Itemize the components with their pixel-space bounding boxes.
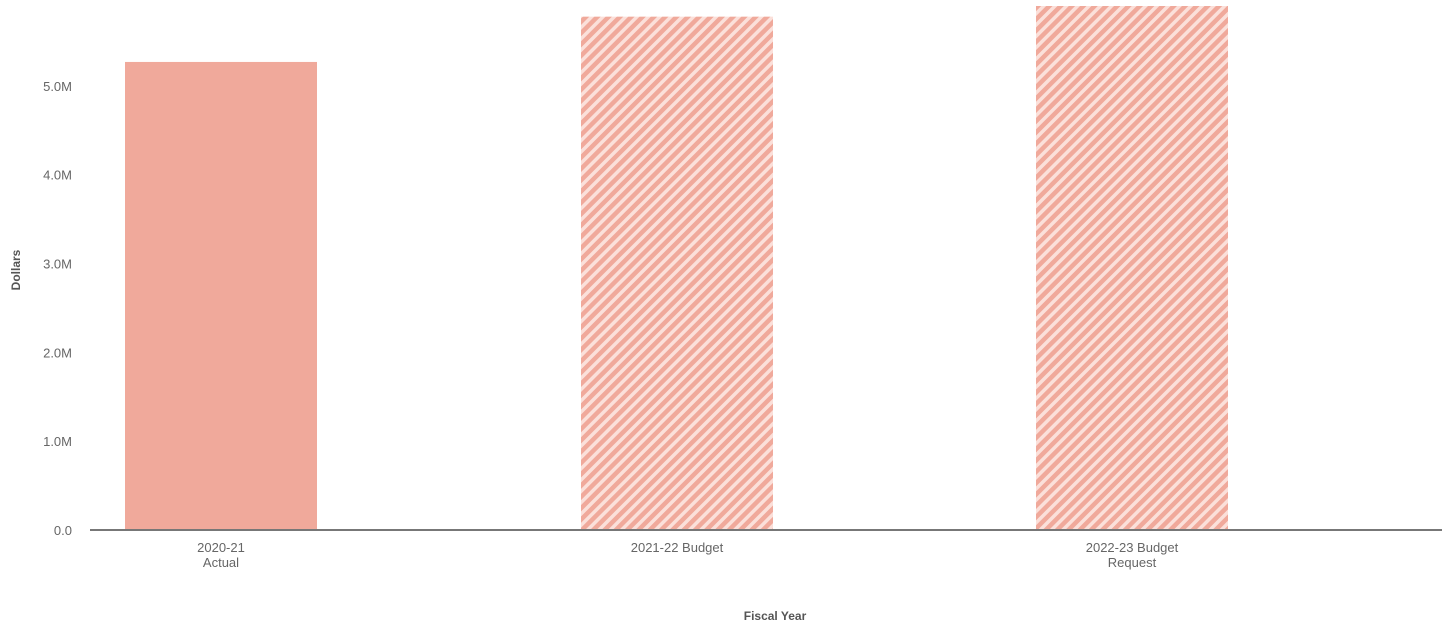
- y-tick-label: 5.0M: [43, 79, 72, 94]
- y-tick-label: 4.0M: [43, 168, 72, 183]
- bar-1: [581, 16, 773, 530]
- x-tick-label: 2022-23 Budget Request: [1086, 540, 1179, 570]
- x-tick-label: 2021-22 Budget: [631, 540, 724, 555]
- x-tick-label-line: Request: [1108, 555, 1157, 570]
- x-axis-ticks: 2020-21 Actual 2021-22 Budget 2022-23 Budge…: [197, 540, 1179, 570]
- x-tick-label-line: 2020-21: [197, 540, 245, 555]
- x-tick-label-line: 2021-22 Budget: [631, 540, 724, 555]
- y-tick-label: 1.0M: [43, 434, 72, 449]
- bar-0: [125, 61, 317, 530]
- y-axis-title: Dollars: [9, 249, 23, 290]
- y-axis-ticks: 0.0 1.0M 2.0M 3.0M 4.0M 5.0M: [43, 79, 72, 538]
- bar-2: [1036, 6, 1228, 530]
- bars: [125, 6, 1228, 530]
- y-tick-label: 3.0M: [43, 257, 72, 272]
- y-tick-label: 0.0: [54, 523, 72, 538]
- x-tick-label-line: Actual: [203, 555, 239, 570]
- y-tick-label: 2.0M: [43, 345, 72, 360]
- x-axis-title: Fiscal Year: [744, 609, 807, 623]
- x-tick-label-line: 2022-23 Budget: [1086, 540, 1179, 555]
- x-tick-label: 2020-21 Actual: [197, 540, 245, 570]
